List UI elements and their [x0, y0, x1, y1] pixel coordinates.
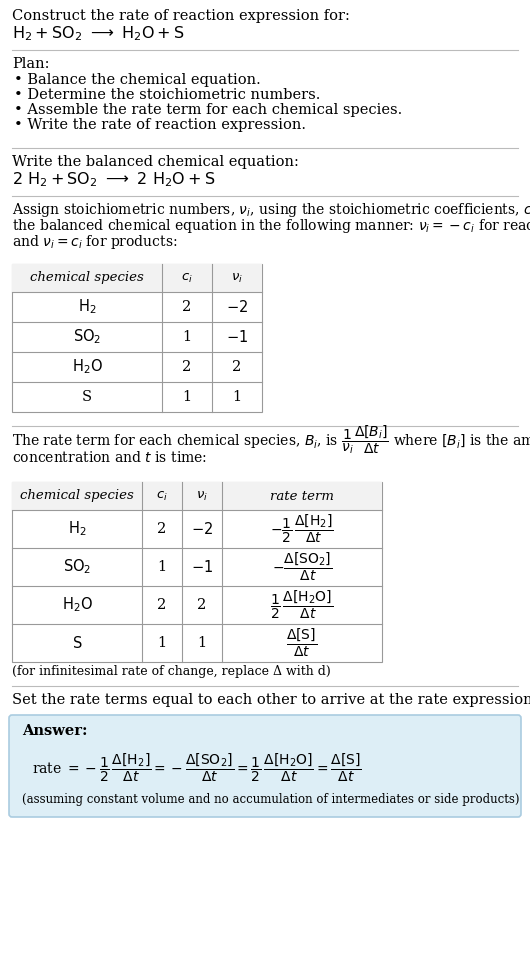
Text: 2: 2: [182, 360, 192, 374]
Text: $-2$: $-2$: [191, 521, 213, 537]
Text: (assuming constant volume and no accumulation of intermediates or side products): (assuming constant volume and no accumul…: [22, 793, 519, 806]
Bar: [12, 264, 262, 412]
Text: the balanced chemical equation in the following manner: $\nu_i = -c_i$ for react: the balanced chemical equation in the fo…: [12, 217, 530, 235]
Text: 1: 1: [157, 560, 166, 574]
Text: $\mathrm{H_2}$: $\mathrm{H_2}$: [68, 519, 86, 539]
Text: $\mathrm{2\ H_2 + SO_2 \ \longrightarrow \ 2\ H_2O + S}$: $\mathrm{2\ H_2 + SO_2 \ \longrightarrow…: [12, 171, 216, 189]
Text: $\nu_i$: $\nu_i$: [231, 271, 243, 285]
Text: $-\dfrac{\Delta[\mathrm{SO_2}]}{\Delta t}$: $-\dfrac{\Delta[\mathrm{SO_2}]}{\Delta t…: [272, 550, 332, 584]
Text: 1: 1: [198, 636, 207, 650]
Text: • Balance the chemical equation.: • Balance the chemical equation.: [14, 73, 261, 87]
Text: Plan:: Plan:: [12, 57, 49, 71]
Text: (for infinitesimal rate of change, replace Δ with d): (for infinitesimal rate of change, repla…: [12, 666, 331, 678]
Text: $\mathrm{SO_2}$: $\mathrm{SO_2}$: [73, 328, 101, 346]
Text: chemical species: chemical species: [20, 490, 134, 503]
Text: 1: 1: [182, 330, 191, 344]
Text: and $\nu_i = c_i$ for products:: and $\nu_i = c_i$ for products:: [12, 233, 178, 251]
Text: $\mathrm{SO_2}$: $\mathrm{SO_2}$: [63, 557, 91, 577]
Text: Assign stoichiometric numbers, $\nu_i$, using the stoichiometric coefficients, $: Assign stoichiometric numbers, $\nu_i$, …: [12, 201, 530, 219]
Text: 2: 2: [197, 598, 207, 612]
Bar: [12, 482, 382, 662]
Text: concentration and $t$ is time:: concentration and $t$ is time:: [12, 451, 207, 466]
Text: 2: 2: [157, 522, 166, 536]
Text: Construct the rate of reaction expression for:: Construct the rate of reaction expressio…: [12, 9, 350, 23]
Text: $-2$: $-2$: [226, 299, 248, 315]
Text: $\mathrm{H_2 + SO_2 \ \longrightarrow \ H_2O + S}$: $\mathrm{H_2 + SO_2 \ \longrightarrow \ …: [12, 24, 184, 43]
Text: 1: 1: [233, 390, 242, 404]
Text: 1: 1: [182, 390, 191, 404]
FancyBboxPatch shape: [9, 715, 521, 817]
Text: $\mathrm{H_2}$: $\mathrm{H_2}$: [78, 298, 96, 316]
Text: $c_i$: $c_i$: [156, 489, 168, 503]
Bar: [12, 482, 382, 510]
Text: Set the rate terms equal to each other to arrive at the rate expression:: Set the rate terms equal to each other t…: [12, 693, 530, 707]
Text: $\mathrm{S}$: $\mathrm{S}$: [72, 635, 82, 651]
Text: • Write the rate of reaction expression.: • Write the rate of reaction expression.: [14, 118, 306, 132]
Text: $-1$: $-1$: [226, 329, 248, 345]
Text: 2: 2: [182, 300, 192, 314]
Text: Answer:: Answer:: [22, 724, 87, 738]
Text: $c_i$: $c_i$: [181, 271, 193, 285]
Text: $\mathrm{H_2O}$: $\mathrm{H_2O}$: [72, 357, 102, 377]
Text: S: S: [82, 390, 92, 404]
Text: Write the balanced chemical equation:: Write the balanced chemical equation:: [12, 155, 299, 169]
Text: $\nu_i$: $\nu_i$: [196, 489, 208, 503]
Text: • Determine the stoichiometric numbers.: • Determine the stoichiometric numbers.: [14, 88, 320, 102]
Text: chemical species: chemical species: [30, 271, 144, 284]
Text: $\mathrm{H_2O}$: $\mathrm{H_2O}$: [61, 595, 92, 614]
Bar: [12, 264, 262, 292]
Text: 1: 1: [157, 636, 166, 650]
Text: The rate term for each chemical species, $B_i$, is $\dfrac{1}{\nu_i}\dfrac{\Delt: The rate term for each chemical species,…: [12, 424, 530, 457]
Text: 2: 2: [232, 360, 242, 374]
Text: $-\dfrac{1}{2}\,\dfrac{\Delta[\mathrm{H_2}]}{\Delta t}$: $-\dfrac{1}{2}\,\dfrac{\Delta[\mathrm{H_…: [270, 512, 334, 546]
Text: rate term: rate term: [270, 490, 334, 503]
Text: $\dfrac{1}{2}\,\dfrac{\Delta[\mathrm{H_2O}]}{\Delta t}$: $\dfrac{1}{2}\,\dfrac{\Delta[\mathrm{H_2…: [270, 589, 333, 621]
Text: 2: 2: [157, 598, 166, 612]
Text: • Assemble the rate term for each chemical species.: • Assemble the rate term for each chemic…: [14, 103, 402, 117]
Text: $-1$: $-1$: [191, 559, 213, 575]
Text: rate $= -\dfrac{1}{2}\,\dfrac{\Delta[\mathrm{H_2}]}{\Delta t} = -\dfrac{\Delta[\: rate $= -\dfrac{1}{2}\,\dfrac{\Delta[\ma…: [32, 752, 362, 784]
Text: $\dfrac{\Delta[\mathrm{S}]}{\Delta t}$: $\dfrac{\Delta[\mathrm{S}]}{\Delta t}$: [286, 627, 317, 659]
